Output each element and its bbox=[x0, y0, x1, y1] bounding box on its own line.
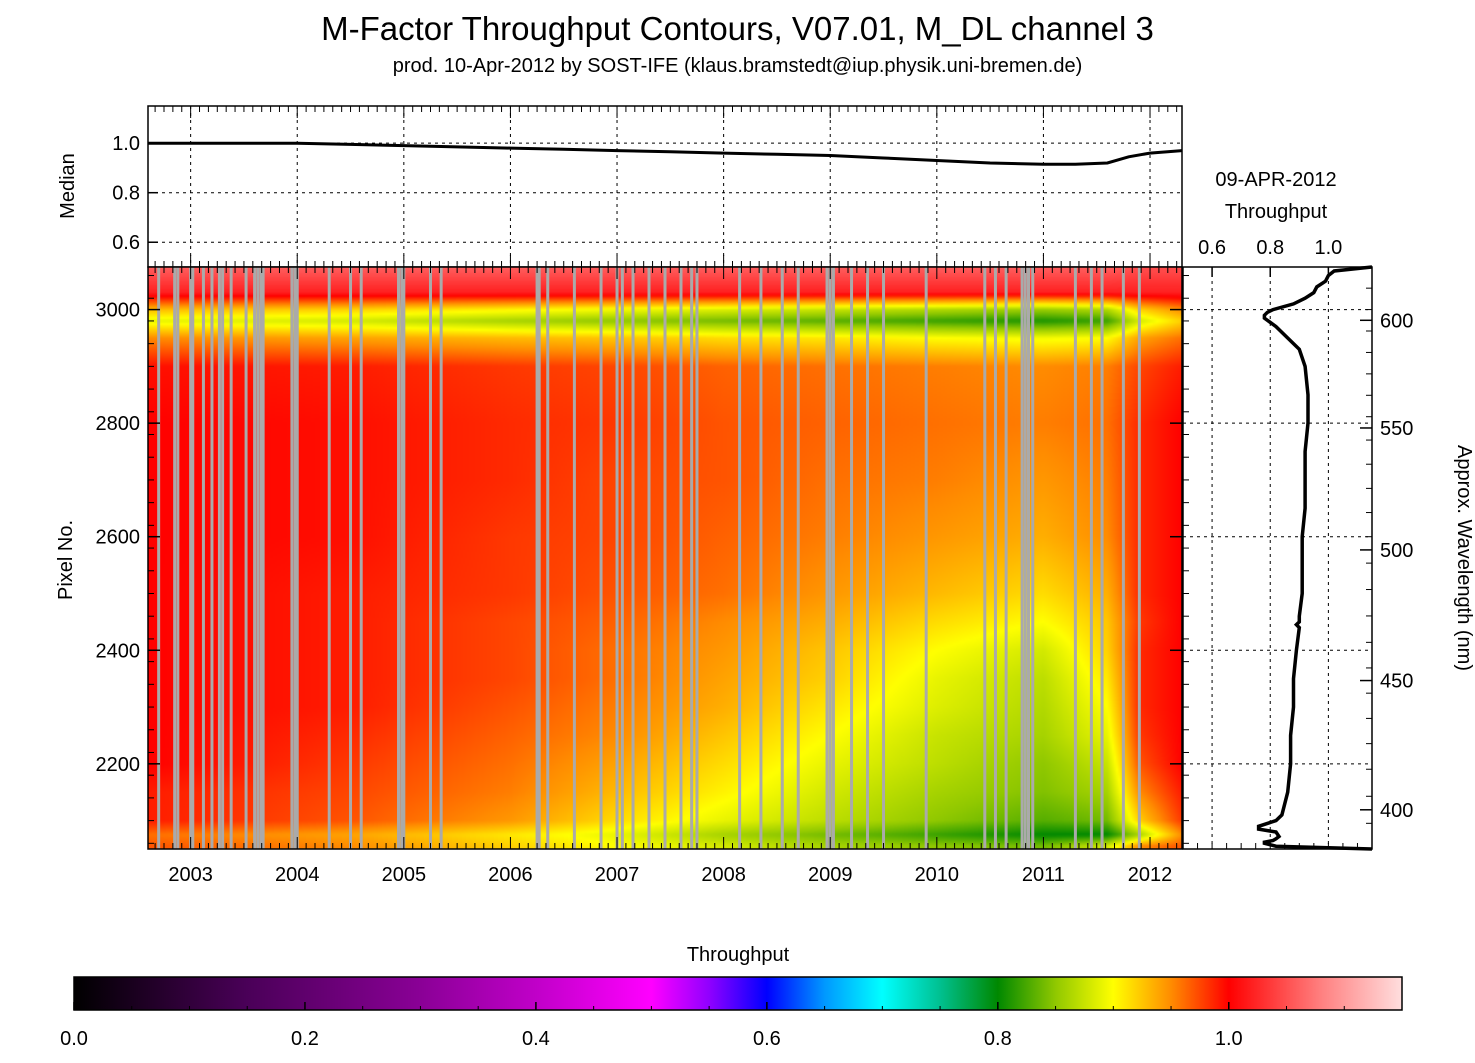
heatmap-y-tick-label: 3000 bbox=[96, 300, 141, 322]
wavelength-tick-label: 500 bbox=[1380, 540, 1413, 562]
heatmap-x-tick-label: 2007 bbox=[595, 864, 640, 886]
wavelength-tick-label: 400 bbox=[1380, 800, 1413, 822]
colorbar-tick-label: 0.0 bbox=[60, 1028, 88, 1050]
profile-x-tick-label: 0.8 bbox=[1256, 237, 1284, 259]
heatmap-x-tick-label: 2005 bbox=[382, 864, 427, 886]
colorbar-tick-label: 1.0 bbox=[1215, 1028, 1243, 1050]
profile-x-tick-label: 0.6 bbox=[1198, 237, 1226, 259]
heatmap-x-tick-label: 2004 bbox=[275, 864, 320, 886]
colorbar-tick-label: 0.2 bbox=[291, 1028, 319, 1050]
heatmap-x-tick-label: 2008 bbox=[701, 864, 746, 886]
colorbar-panel: Throughput 0.0 0.2 0.4 0.6 0.8 1.0 bbox=[60, 944, 1403, 1050]
median-y-tick-label: 1.0 bbox=[112, 133, 140, 155]
wavelength-tick-label: 550 bbox=[1380, 418, 1413, 440]
colorbar-tick-label: 0.6 bbox=[753, 1028, 781, 1050]
colorbar-title: Throughput bbox=[687, 944, 790, 966]
heatmap-y-tick-label: 2200 bbox=[96, 754, 141, 776]
heatmap-y-axis-label: Pixel No. bbox=[55, 520, 77, 600]
median-panel: Median 0.6 0.8 1.0 bbox=[57, 105, 1183, 268]
profile-x-axis-label: Throughput bbox=[1225, 201, 1328, 223]
profile-right-axis-label: Approx. Wavelength (nm) bbox=[1453, 445, 1475, 671]
heatmap-x-tick-label: 2009 bbox=[808, 864, 853, 886]
wavelength-tick-label: 450 bbox=[1380, 671, 1413, 693]
colorbar-tick-label: 0.4 bbox=[522, 1028, 550, 1050]
median-y-tick-label: 0.8 bbox=[112, 183, 140, 205]
heatmap-y-tick-label: 2800 bbox=[96, 413, 141, 435]
chart-title: M-Factor Throughput Contours, V07.01, M_… bbox=[321, 10, 1154, 47]
heatmap-x-tick-label: 2012 bbox=[1128, 864, 1173, 886]
heatmap-plot-frame bbox=[147, 266, 1183, 850]
heatmap-x-tick-label: 2003 bbox=[168, 864, 213, 886]
profile-series-line bbox=[1256, 265, 1373, 851]
colorbar-gradient bbox=[73, 976, 1403, 1011]
median-series-line bbox=[148, 141, 1183, 166]
heatmap-x-tick-label: 2010 bbox=[915, 864, 960, 886]
chart-subtitle: prod. 10-Apr-2012 by SOST-IFE (klaus.bra… bbox=[392, 55, 1083, 77]
median-y-axis-label: Median bbox=[57, 153, 79, 219]
heatmap-panel: Pixel No. 2200 2400 2600 2800 3000 2003 2004 20… bbox=[55, 266, 1183, 886]
heatmap-y-tick-label: 2600 bbox=[96, 527, 141, 549]
profile-plot-frame bbox=[1182, 266, 1373, 850]
colorbar-tick-label: 0.8 bbox=[984, 1028, 1012, 1050]
median-plot-frame bbox=[147, 105, 1183, 268]
heatmap-x-tick-label: 2011 bbox=[1022, 864, 1065, 886]
median-y-tick-label: 0.6 bbox=[112, 232, 140, 254]
heatmap-y-tick-label: 2400 bbox=[96, 640, 141, 662]
profile-x-tick-label: 1.0 bbox=[1314, 237, 1342, 259]
profile-date-title: 09-APR-2012 bbox=[1215, 169, 1336, 191]
wavelength-tick-label: 600 bbox=[1380, 310, 1413, 332]
profile-panel: 09-APR-2012 Throughput 0.6 0.8 1.0 400 450 50… bbox=[1182, 169, 1475, 851]
heatmap-x-tick-label: 2006 bbox=[488, 864, 533, 886]
